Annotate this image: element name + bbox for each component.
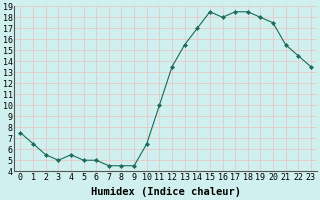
X-axis label: Humidex (Indice chaleur): Humidex (Indice chaleur): [91, 187, 241, 197]
